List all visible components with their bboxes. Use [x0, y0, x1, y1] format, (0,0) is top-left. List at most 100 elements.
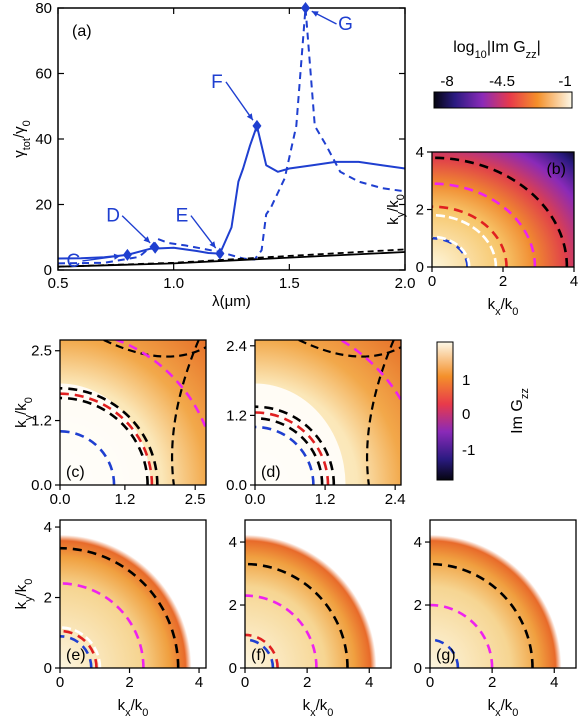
marker-D [150, 241, 160, 254]
circle-blue [430, 638, 460, 668]
x-axis-label-part: x [495, 707, 501, 719]
y-axis-label: ky/k0 [13, 397, 35, 428]
circle-black [60, 396, 149, 485]
y-tick-label: 4 [229, 534, 237, 551]
y-tick-label: 2 [416, 202, 424, 219]
y-tick-label: 4 [414, 534, 422, 551]
annotation-arrow [121, 215, 151, 244]
heatmap-area [60, 340, 206, 485]
x-tick-label: 2.4 [385, 491, 406, 508]
x-tick-label: 2.5 [185, 491, 206, 508]
annotation-arrow [190, 215, 217, 249]
y-tick-label: 0.0 [31, 477, 52, 494]
x-tick-label: 2 [499, 273, 507, 290]
x-axis-label-part: /k [316, 697, 328, 714]
panel-frame [254, 339, 402, 486]
circle-white [60, 626, 102, 668]
x-tick-label: 2 [488, 674, 496, 691]
y-tick-label: 0 [44, 660, 52, 677]
colorbar-title-part: 10 [475, 49, 487, 61]
x-tick-label: 4 [550, 674, 558, 691]
colorbar-tick-label: -1 [462, 442, 475, 459]
colorbar-title: log10|Im Gzz| [453, 39, 541, 61]
series-line-solid-black [57, 251, 406, 268]
colorbar [433, 91, 573, 109]
x-tick-label: 1.0 [163, 275, 184, 292]
series-line-dashed-blue [57, 7, 406, 265]
annotation-F: F [211, 72, 223, 93]
y-axis-label-part: /k [13, 403, 30, 415]
y-tick-label: 2.5 [31, 343, 52, 360]
x-axis-label-part: k [488, 296, 496, 313]
x-tick-label: 0 [241, 674, 249, 691]
circle-black [60, 546, 180, 668]
curve-black-right [365, 340, 395, 485]
y-axis-label-part: 0 [395, 194, 407, 200]
x-axis-label-part: /k [131, 697, 143, 714]
curve-black-top [103, 340, 206, 358]
y-axis-label-part: k [385, 217, 402, 225]
colorbar-title-part: | [537, 39, 541, 56]
panel-frame [244, 519, 392, 669]
marker-C [122, 248, 132, 261]
x-tick-label: 1.2 [114, 491, 135, 508]
panel-c: 0.0 1.2 2.5 0.0 1.2 2.5 (c) ky/k0 [13, 339, 207, 508]
circle-red [432, 205, 508, 267]
colorbar-tick-label: 1 [462, 372, 470, 389]
x-axis-label: kx/k0 [488, 296, 519, 318]
x-axis-label-part: x [495, 306, 501, 318]
heatmap-area [245, 520, 391, 668]
y-axis-label-part: /γ [11, 126, 28, 138]
y-axis-label: ky/k0 [385, 194, 407, 225]
y-tick-label: 2.4 [226, 338, 247, 355]
y-axis-label-part: k [13, 601, 30, 609]
circle-magenta [60, 582, 145, 668]
y-axis-label-part: 0 [23, 579, 35, 585]
x-axis-label: kx/k0 [488, 697, 519, 719]
marker-G [301, 2, 311, 14]
panel-label: (e) [66, 647, 86, 664]
white-region [60, 383, 151, 485]
x-axis-label-part: /k [501, 296, 513, 313]
x-axis-label: λ(μm) [212, 293, 251, 310]
x-tick-label: 0.5 [48, 275, 69, 292]
y-tick-label: 0 [416, 259, 424, 276]
x-axis-label: kx/k0 [303, 697, 334, 719]
x-tick-label: 1.5 [279, 275, 300, 292]
annotation-arrow [225, 81, 254, 121]
circle-magenta [432, 182, 537, 267]
x-tick-label: 0 [56, 674, 64, 691]
annotation-arrowhead [143, 236, 151, 243]
x-axis-label-part: 0 [512, 306, 518, 318]
circle-blue [245, 638, 275, 668]
annotation-C: C [67, 251, 81, 272]
x-axis-label-part: k [118, 697, 126, 714]
x-axis-label-part: k [303, 697, 311, 714]
panel-frame [429, 519, 577, 669]
x-tick-label: 1.2 [315, 491, 336, 508]
y-tick-label: 20 [35, 197, 52, 214]
x-tick-label: 2.0 [395, 275, 416, 292]
circle-black [60, 387, 159, 485]
plot-frame [57, 7, 406, 271]
y-axis-label-part: γ [11, 150, 28, 158]
circle-blue [432, 236, 469, 267]
heatmap-area [430, 520, 576, 668]
circle-blue [60, 634, 93, 668]
circle-black [432, 156, 569, 267]
panel-label: (b) [546, 161, 566, 178]
colorbar-tick-label: -1 [558, 73, 571, 90]
y-tick-label: 0 [44, 262, 52, 279]
annotation-G: G [338, 14, 353, 35]
colorbar-title-part: |Im G [487, 39, 526, 56]
y-tick-label: 0 [229, 660, 237, 677]
y-axis-label-part: y [23, 596, 35, 602]
x-axis-label-part: x [125, 707, 131, 719]
curve-black-right [170, 340, 200, 485]
colorbar-title-part: log [453, 39, 474, 56]
y-tick-label: 1.2 [31, 413, 52, 430]
y-tick-label: 2 [414, 597, 422, 614]
x-tick-label: 2 [125, 674, 133, 691]
